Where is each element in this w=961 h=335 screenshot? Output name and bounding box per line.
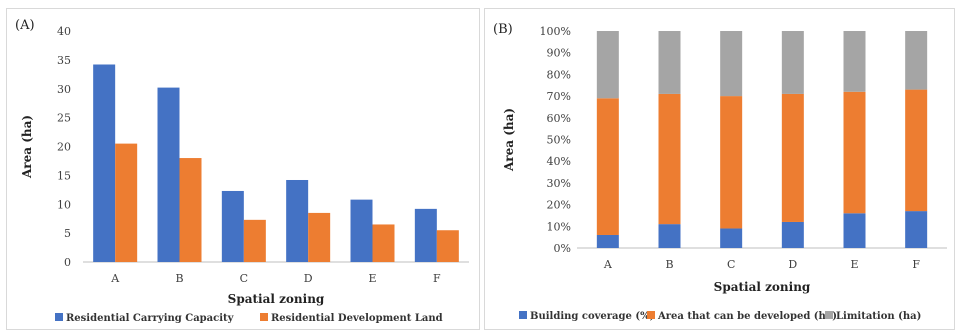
bar-development-land (308, 212, 331, 262)
panel-label: (B) (493, 22, 513, 37)
y-tick-label: 10% (547, 220, 571, 233)
bar-carrying-capacity (414, 208, 437, 262)
y-tick-label: 30% (547, 177, 571, 190)
bar-building-coverage (843, 213, 866, 248)
chart-panel-a: (A) 0 5 10 15 20 25 30 35 40 A B C D E F Spatial zoning A… (6, 8, 480, 330)
y-tick-label: 100% (540, 25, 571, 38)
y-tick-label: 30 (57, 83, 71, 96)
bar-limitation (658, 31, 681, 94)
x-tick-label: F (433, 272, 441, 285)
chart-b-svg: (B) 0% 10% 20% 30% 40% 50% 60% 70% 80% 90% 100% A B C D… (493, 22, 947, 322)
legend-swatch (55, 313, 63, 321)
legend-label: Building coverage (%) (530, 311, 654, 322)
y-tick-label: 0% (554, 242, 571, 255)
y-tick-label: 40 (57, 25, 71, 38)
bar-developable-area (720, 96, 743, 229)
chart-panel-b: (B) 0% 10% 20% 30% 40% 50% 60% 70% 80% 90% 100% A B C D… (484, 8, 955, 330)
bar-developable-area (781, 93, 804, 222)
bar-limitation (905, 31, 928, 90)
y-tick-label: 80% (547, 68, 571, 81)
y-tick-label: 25 (57, 112, 71, 125)
bar-building-coverage (596, 234, 619, 248)
bar-building-coverage (905, 211, 928, 248)
y-tick-label: 15 (57, 169, 71, 182)
legend-label: Residential Carrying Capacity (66, 313, 235, 324)
x-axis-title: Spatial zoning (228, 292, 325, 306)
legend-swatch (647, 311, 655, 319)
x-tick-label: C (727, 258, 735, 271)
y-tick-label: 40% (547, 155, 571, 168)
y-tick-label: 60% (547, 112, 571, 125)
bar-limitation (596, 31, 619, 99)
bar-building-coverage (658, 224, 681, 248)
x-tick-label: B (665, 258, 673, 271)
y-tick-label: 35 (57, 54, 71, 67)
x-tick-label: F (912, 258, 920, 271)
bar-development-land (243, 219, 266, 262)
y-axis-title: Area (ha) (20, 115, 34, 179)
bar-developable-area (843, 91, 866, 214)
bar-development-land (115, 143, 138, 262)
bar-limitation (843, 31, 866, 92)
x-tick-label: E (368, 272, 376, 285)
x-tick-label: E (850, 258, 858, 271)
bar-development-land (372, 224, 395, 262)
bar-developable-area (658, 93, 681, 225)
bar-building-coverage (781, 221, 804, 248)
bar-carrying-capacity (286, 179, 309, 262)
y-tick-label: 0 (64, 256, 71, 269)
y-tick-label: 5 (64, 227, 71, 240)
x-axis-title: Spatial zoning (714, 280, 811, 294)
x-tick-label: D (788, 258, 797, 271)
legend-swatch (825, 311, 833, 319)
y-tick-label: 90% (547, 47, 571, 60)
y-tick-label: 50% (547, 134, 571, 147)
legend-label: Residential Development Land (271, 313, 443, 324)
bar-carrying-capacity (157, 87, 180, 262)
bar-developable-area (596, 98, 619, 235)
bar-development-land (436, 230, 459, 262)
panel-label: (A) (15, 18, 35, 33)
x-tick-label: A (110, 272, 120, 285)
x-tick-label: D (304, 272, 313, 285)
legend-swatch (519, 311, 527, 319)
bar-carrying-capacity (221, 190, 244, 262)
y-tick-label: 70% (547, 90, 571, 103)
legend-label: Area that can be developed (ha) (657, 311, 837, 322)
bar-carrying-capacity (350, 199, 373, 262)
legend-label: Limitation (ha) (836, 311, 921, 322)
bar-limitation (720, 31, 743, 97)
y-tick-label: 10 (57, 198, 71, 211)
x-tick-label: B (175, 272, 183, 285)
bar-carrying-capacity (93, 64, 116, 262)
bar-development-land (179, 158, 202, 262)
legend-swatch (260, 313, 268, 321)
x-tick-label: A (603, 258, 613, 271)
chart-a-svg: (A) 0 5 10 15 20 25 30 35 40 A B C D E F Spatial zoning A… (15, 18, 469, 324)
y-tick-label: 20 (57, 141, 71, 154)
bar-limitation (781, 31, 804, 94)
y-axis-title: Area (ha) (502, 108, 516, 172)
y-tick-label: 20% (547, 199, 571, 212)
x-tick-label: C (240, 272, 248, 285)
bar-developable-area (905, 89, 928, 212)
bar-building-coverage (720, 228, 743, 248)
